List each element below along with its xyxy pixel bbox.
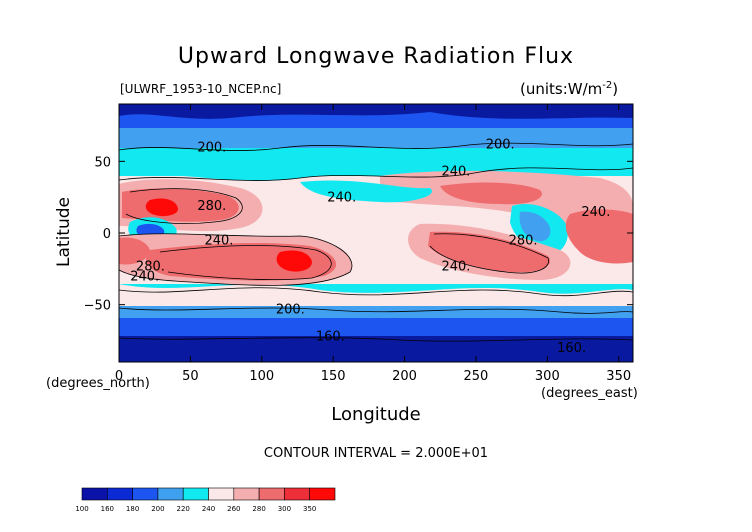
file-label: [ULWRF_1953-10_NCEP.nc] — [120, 82, 282, 96]
colorbar-swatch — [182, 487, 209, 501]
x-tick-label: 100 — [249, 369, 274, 384]
plot-area — [119, 104, 633, 362]
colorbar-swatch — [157, 487, 184, 501]
contour-label: 160. — [557, 341, 586, 356]
contour-200-south — [119, 307, 633, 314]
contour-label: 240. — [441, 165, 470, 180]
cold-region-amazon — [519, 211, 551, 242]
colorbar-label: 220 — [177, 505, 190, 513]
colorbar-label: 350 — [303, 505, 316, 513]
contour-label: 240. — [204, 233, 233, 248]
colorbar-swatch — [81, 487, 108, 501]
cool-band-north-pacific — [300, 180, 432, 203]
band-south-pole-cap — [119, 336, 633, 362]
band-north-wave — [119, 148, 633, 181]
x-tick-label: 150 — [321, 369, 346, 384]
contour-280-africa — [125, 188, 243, 224]
hot-region-east-pacific — [428, 231, 551, 273]
contour-label: 200. — [276, 302, 305, 317]
contour-labels: 200. 200.240.240.280. 240.240. 280.280.240.… — [130, 137, 610, 356]
peak-region-africa-north — [145, 198, 178, 217]
hot-region-south-atlantic — [565, 209, 633, 264]
colorbar-label: 160 — [101, 505, 114, 513]
x-axis-unit: (degrees_east) — [541, 386, 638, 401]
x-axis-title: Longitude — [331, 404, 421, 425]
axes: 0 50 100 150 200 250 300 350 −50 0 50 — [84, 104, 633, 384]
contour-240-south — [119, 287, 633, 297]
contour-interval-label: CONTOUR INTERVAL = 2.000E+01 — [263, 446, 489, 461]
contour-label: 200. — [486, 137, 515, 152]
y-tick-label: 50 — [94, 155, 111, 170]
contour-240-north — [119, 167, 633, 181]
colorbar-label: 100 — [75, 505, 88, 513]
colorbar-swatch — [309, 487, 336, 501]
colorbar-swatch — [132, 487, 159, 501]
colorbar: 100 160 180 200 220 240 260 280 300 350 — [75, 487, 336, 513]
contour-label: 240. — [581, 205, 610, 220]
contour-label: 280. — [136, 259, 165, 274]
contour-280-indian — [159, 245, 332, 280]
contour-200-north — [119, 142, 633, 151]
colorbar-label: 300 — [278, 505, 291, 513]
hot-region-west-africa — [119, 237, 150, 265]
colorbar-label: 260 — [227, 505, 240, 513]
colorbar-swatch — [208, 487, 235, 501]
units-label: (units:W/m-2) — [520, 80, 619, 98]
colorbar-label: 180 — [126, 505, 139, 513]
y-tick-label: 0 — [103, 227, 111, 242]
contour-label: 240. — [441, 259, 470, 274]
band-north-pole-cap — [119, 104, 633, 119]
y-axis-unit: (degrees_north) — [46, 376, 150, 391]
colorbar-swatch — [258, 487, 285, 501]
contour-160-south — [119, 337, 633, 342]
contour-label: 280. — [197, 199, 226, 214]
colorbar-label: 200 — [151, 505, 164, 513]
y-tick-label: −50 — [84, 299, 111, 314]
x-tick-label: 200 — [392, 369, 417, 384]
contour-280-pacific — [429, 233, 549, 274]
colorbar-label: 280 — [252, 505, 265, 513]
x-tick-label: 350 — [606, 369, 631, 384]
colorbar-swatch — [233, 487, 260, 501]
contour-label: 240. — [327, 190, 356, 205]
peak-region-indian-ocean — [276, 250, 312, 272]
colorbar-swatch — [107, 487, 133, 501]
contour-label: 240. — [130, 269, 159, 284]
colorbar-swatch — [284, 487, 310, 501]
x-tick-label: 50 — [182, 369, 199, 384]
hot-region-mexico — [440, 182, 542, 205]
contour-lines — [119, 142, 633, 342]
contour-240-tropics — [119, 233, 353, 286]
x-tick-label: 250 — [464, 369, 489, 384]
contour-label: 280. — [509, 233, 538, 248]
colorbar-label: 240 — [202, 505, 215, 513]
units-exponent: -2 — [602, 80, 613, 91]
contour-label: 200. — [197, 140, 226, 155]
chart-title: Upward Longwave Radiation Flux — [177, 44, 575, 69]
x-tick-label: 300 — [535, 369, 560, 384]
contour-label: 160. — [316, 330, 345, 345]
x-tick-label: 0 — [115, 369, 123, 384]
